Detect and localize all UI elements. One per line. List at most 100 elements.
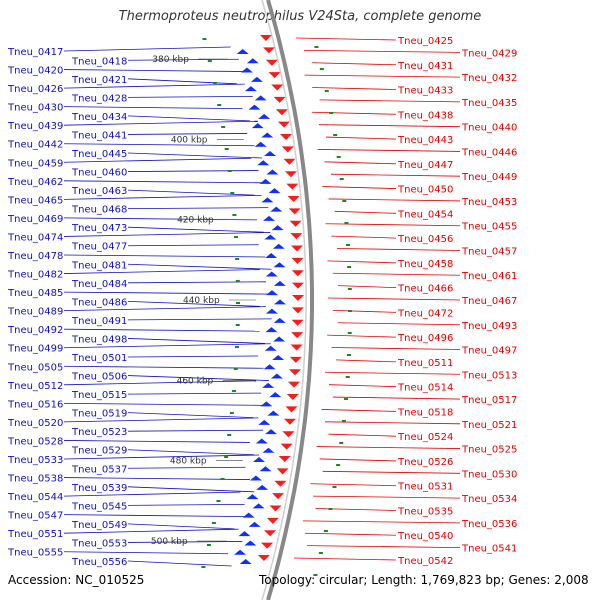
scale-label-0: 380 kbp	[152, 55, 189, 65]
gene-label-tneu_0492: Tneu_0492	[7, 325, 63, 336]
gene-arrow-tneu_0544	[246, 494, 259, 500]
feature-tick-right	[323, 530, 328, 532]
gene-arrow-tneu_0535	[269, 505, 282, 512]
gene-arrow-tneu_0426	[244, 86, 257, 92]
feature-tick-left	[206, 544, 211, 546]
gene-label-tneu_0551: Tneu_0551	[7, 529, 63, 540]
gene-arrow-tneu_0439	[251, 123, 264, 129]
gene-label-tneu_0473: Tneu_0473	[71, 223, 127, 234]
leader-line-tneu_0542	[293, 557, 397, 561]
leader-line-tneu_0457	[336, 248, 461, 251]
gene-arrow-tneu_0434	[258, 113, 271, 119]
gene-label-tneu_0505: Tneu_0505	[7, 362, 63, 373]
feature-tick-right	[347, 266, 352, 268]
gene-arrow-tneu_0461	[291, 270, 304, 277]
leader-line-tneu_0553	[127, 541, 243, 543]
gene-arrow-tneu_0501	[272, 355, 285, 360]
gene-label-tneu_0420: Tneu_0420	[7, 66, 63, 77]
gene-arrow-tneu_0528	[255, 438, 268, 444]
gene-arrow-tneu_0536	[266, 517, 279, 524]
gene-arrow-tneu_0443	[279, 134, 292, 141]
feature-tick-left	[229, 412, 234, 414]
gene-label-tneu_0528: Tneu_0528	[7, 436, 63, 447]
gene-label-tneu_0491: Tneu_0491	[71, 316, 127, 327]
feature-tick-right	[344, 222, 349, 224]
leader-line-tneu_0531	[310, 483, 397, 487]
feature-tick-left	[235, 280, 240, 282]
feature-tick-right	[332, 486, 337, 488]
gene-arrow-tneu_0418	[246, 58, 259, 64]
gene-label-tneu_0418: Tneu_0418	[71, 56, 127, 67]
gene-arrow-tneu_0420	[240, 67, 253, 73]
gene-arrow-tneu_0514	[287, 381, 300, 388]
gene-label-tneu_0472: Tneu_0472	[397, 308, 453, 319]
leader-line-tneu_0453	[328, 198, 461, 202]
genome-backbone-shadow	[261, 0, 307, 600]
leader-line-tneu_0493	[337, 322, 461, 326]
gene-arrow-tneu_0441	[261, 132, 274, 138]
gene-arrow-tneu_0491	[273, 317, 286, 323]
gene-label-tneu_0525: Tneu_0525	[461, 445, 517, 456]
leader-line-tneu_0517	[332, 396, 461, 400]
gene-arrow-tneu_0445	[264, 151, 277, 156]
gene-arrow-tneu_0512	[262, 382, 275, 388]
leader-line-tneu_0524	[328, 433, 397, 437]
gene-arrow-tneu_0472	[291, 307, 304, 314]
leader-line-tneu_0443	[325, 136, 397, 140]
feature-tick-left	[202, 38, 207, 40]
gene-label-tneu_0553: Tneu_0553	[71, 538, 127, 549]
gene-arrow-tneu_0447	[283, 158, 296, 165]
gene-label-tneu_0523: Tneu_0523	[71, 427, 127, 438]
accession-label: Accession: NC_010525	[8, 573, 145, 587]
gene-arrow-tneu_0549	[248, 521, 261, 527]
leader-line-tneu_0417	[63, 46, 231, 52]
leader-line-tneu_0505	[63, 365, 264, 369]
feature-tick-right	[339, 178, 344, 180]
feature-tick-left	[227, 170, 232, 172]
gene-label-tneu_0447: Tneu_0447	[397, 160, 453, 171]
gene-arrow-tneu_0551	[238, 531, 251, 537]
leader-line-tneu_0555	[63, 551, 229, 555]
gene-arrow-tneu_0547	[242, 512, 255, 518]
gene-arrow-tneu_0453	[287, 195, 300, 202]
gene-label-tneu_0468: Tneu_0468	[71, 205, 127, 216]
feature-tick-right	[345, 376, 350, 378]
gene-arrow-tneu_0513	[289, 369, 302, 376]
gene-label-tneu_0512: Tneu_0512	[7, 381, 63, 392]
feature-tick-right	[336, 156, 341, 158]
gene-label-tneu_0539: Tneu_0539	[71, 483, 127, 494]
gene-arrow-tneu_0485	[265, 290, 278, 296]
feature-tick-left	[212, 82, 217, 84]
gene-label-tneu_0506: Tneu_0506	[71, 372, 127, 383]
gene-label-tneu_0501: Tneu_0501	[71, 353, 127, 364]
leader-line-tneu_0461	[332, 272, 461, 276]
leader-line-tneu_0520	[63, 417, 259, 423]
leader-line-tneu_0418	[127, 58, 239, 61]
gene-arrow-tneu_0454	[288, 208, 301, 215]
gene-arrow-tneu_0553	[244, 540, 257, 546]
gene-arrow-tneu_0525	[280, 443, 293, 450]
gene-label-tneu_0526: Tneu_0526	[397, 457, 453, 468]
gene-label-tneu_0478: Tneu_0478	[7, 251, 63, 262]
gene-label-tneu_0529: Tneu_0529	[71, 446, 127, 457]
gene-label-tneu_0547: Tneu_0547	[7, 511, 63, 522]
gene-label-tneu_0477: Tneu_0477	[71, 242, 127, 253]
gene-arrow-tneu_0432	[268, 72, 281, 79]
gene-arrow-tneu_0459	[257, 160, 270, 166]
leader-line-tneu_0438	[311, 111, 397, 115]
gene-label-tneu_0531: Tneu_0531	[397, 482, 453, 493]
leader-line-tneu_0514	[328, 384, 397, 388]
gene-label-tneu_0441: Tneu_0441	[71, 130, 127, 141]
gene-arrow-tneu_0540	[264, 530, 277, 537]
leader-line-tneu_0549	[127, 523, 235, 530]
feature-tick-left	[230, 192, 235, 194]
topology-label: Topology: circular; Length: 1,769,823 bp…	[259, 573, 589, 587]
genome-title: Thermoproteus neutrophilus V24Sta, compl…	[118, 9, 482, 24]
feature-tick-left	[234, 346, 239, 348]
feature-tick-left	[233, 236, 238, 238]
gene-label-tneu_0535: Tneu_0535	[397, 506, 453, 517]
leader-line-tneu_0468	[127, 207, 269, 210]
gene-arrow-tneu_0430	[248, 104, 261, 110]
leader-line-tneu_0466	[337, 285, 397, 289]
leader-line-tneu_0521	[325, 421, 461, 425]
